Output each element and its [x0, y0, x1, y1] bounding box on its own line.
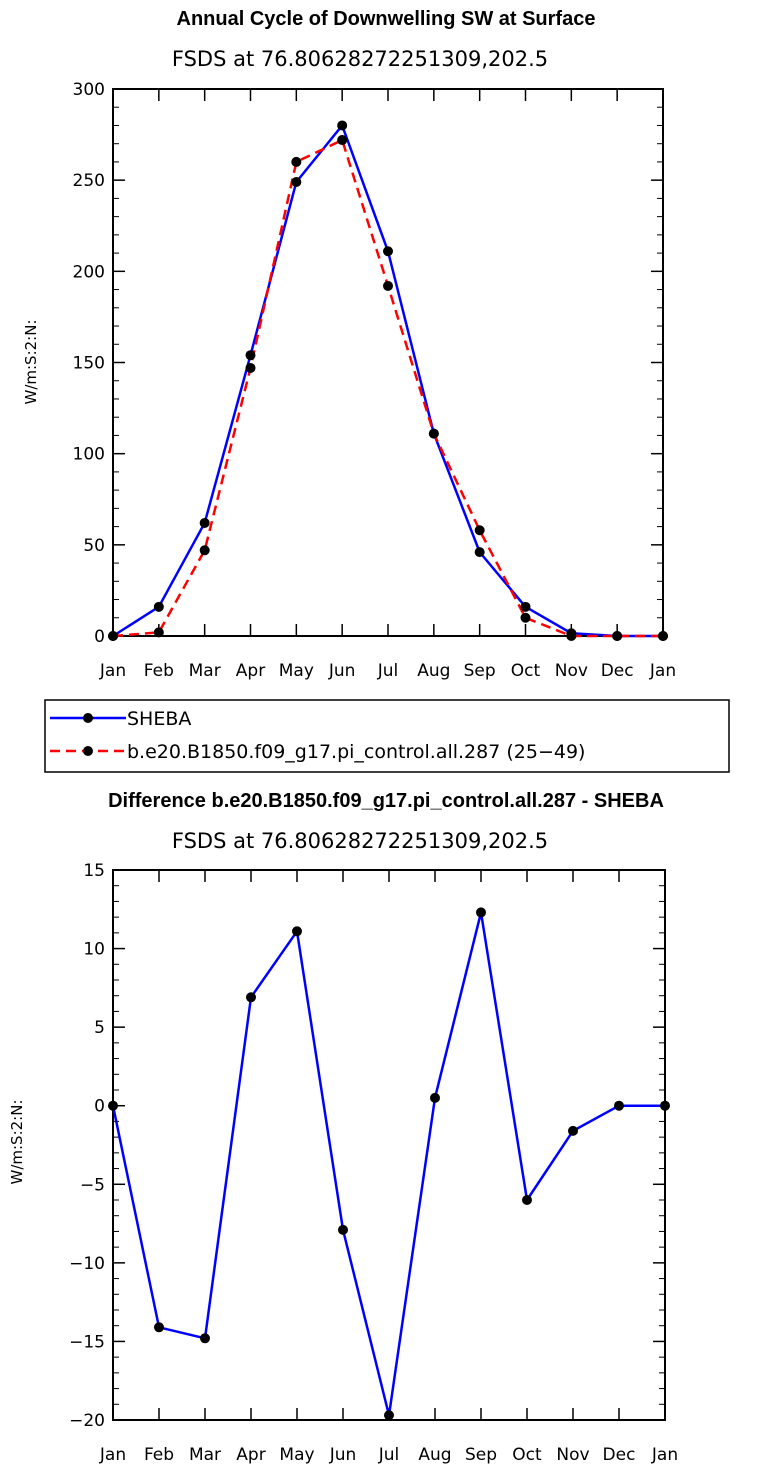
chart1-ytick-label: 150: [73, 354, 105, 374]
chart1-series-0-point: [337, 120, 348, 131]
chart2-series-0-point: [108, 1100, 118, 1111]
chart1-series-0-point: [153, 601, 164, 612]
chart2-xtick-label: Aug: [418, 1445, 451, 1465]
chart1-series-1-point: [612, 631, 623, 641]
chart2-ylabel: W/m:S:2:N:: [8, 1100, 26, 1185]
chart2-xtick-label: May: [279, 1445, 314, 1465]
chart2-series-0-point: [430, 1092, 440, 1103]
chart1-series-0-point: [520, 601, 531, 612]
chart1-series-0-line: [112, 124, 663, 638]
chart2-xtick-label: Sep: [465, 1445, 497, 1465]
chart1-ytick-label: 50: [83, 536, 105, 556]
chart1-series-1-point: [245, 362, 256, 373]
chart2-xtick-label: Apr: [236, 1445, 265, 1465]
legend: SHEBA b.e20.B1850.f09_g17.pi_control.all…: [44, 699, 730, 773]
chart1-xtick-label: Aug: [417, 661, 450, 681]
chart1-xtick-label: Jun: [328, 661, 356, 681]
chart2-xtick-label: Mar: [189, 1445, 221, 1465]
chart1-xtick-label: Feb: [144, 661, 174, 681]
chart2-series-0-point: [200, 1333, 210, 1344]
chart1-subtitle: FSDS at 76.80628272251309,202.5: [172, 47, 548, 71]
chart1-xtick-label: Dec: [601, 661, 634, 681]
chart1-series-1-point: [383, 280, 393, 291]
chart1-xtick-label: Jul: [377, 661, 399, 681]
chart1-ylabel: W/m:S:2:N:: [22, 320, 40, 405]
chart2-series-0-point: [476, 907, 486, 918]
chart1-series-1-point: [153, 627, 164, 638]
chart2-plot-area: −20 −15 −10 −5 0 5 10 15 Jan Feb Mar Apr May Jun Jul Au…: [69, 861, 678, 1465]
chart1-series-1-point: [474, 525, 485, 536]
chart2-series-0-point: [154, 1322, 164, 1333]
chart2-xtick-label: Dec: [603, 1445, 636, 1465]
chart1-series-0-point: [291, 176, 302, 187]
legend-label-model: b.e20.B1850.f09_g17.pi_control.all.287 (…: [127, 741, 585, 763]
chart2-ytick-label: 5: [94, 1018, 105, 1038]
chart1-ytick-label: 250: [73, 171, 105, 191]
chart2-xtick-label: Oct: [512, 1445, 542, 1465]
chart2-xtick-label: Nov: [556, 1445, 589, 1465]
chart1-plot-area: 0 50 100 150 200 250 300 Jan Feb Mar Apr May Jun Jul A…: [73, 80, 677, 681]
chart2-xtick-label: Jul: [378, 1445, 400, 1465]
chart1-ytick-label: 300: [73, 80, 105, 100]
chart2-xtick-label: Jan: [651, 1445, 678, 1465]
chart2-series-0-point: [384, 1410, 394, 1421]
chart2-series-0-line: [111, 911, 665, 1417]
chart1-series-1-point: [337, 135, 348, 146]
chart2-xtick-label: Jun: [329, 1445, 357, 1465]
chart1-series-1-line: [112, 138, 663, 638]
chart1-series-1-point: [428, 428, 439, 439]
chart1-xtick-label: Jan: [99, 661, 126, 681]
chart1-xtick-label: Sep: [464, 661, 496, 681]
chart1-xtick-label: Jan: [649, 661, 676, 681]
chart1-series-1-point: [520, 612, 531, 623]
chart2-ytick-label: −20: [69, 1411, 105, 1431]
chart2-series-0-point: [246, 992, 256, 1003]
chart1-series-0-point: [383, 246, 393, 257]
chart2-ytick-label: 0: [94, 1097, 105, 1117]
chart1-ytick-label: 0: [94, 627, 105, 647]
chart2-series-0-point: [568, 1125, 578, 1136]
chart2-series-0-point: [522, 1195, 532, 1205]
chart2-ytick-label: −10: [69, 1254, 105, 1274]
legend-label-sheba: SHEBA: [127, 708, 191, 730]
chart2-title: Difference b.e20.B1850.f09_g17.pi_contro…: [108, 790, 664, 812]
chart1-xtick-label: Nov: [555, 661, 588, 681]
chart2-series-0-point: [660, 1100, 670, 1111]
legend-marker-model: [83, 746, 93, 756]
legend-marker-sheba: [83, 713, 93, 723]
chart1-series-0-point: [245, 350, 256, 361]
chart1-xtick-label: Mar: [189, 661, 221, 681]
chart1-series-0-point: [474, 547, 485, 558]
chart1-ytick-label: 200: [73, 262, 105, 282]
chart2-subtitle: FSDS at 76.80628272251309,202.5: [172, 829, 548, 853]
chart1-series-1-point: [566, 631, 577, 641]
chart1-xtick-label: Apr: [236, 661, 265, 681]
chart1-series-1-point: [199, 545, 210, 556]
chart2-ytick-label: 10: [83, 940, 105, 960]
chart1-series-0-point: [199, 517, 210, 528]
chart1-xtick-label: May: [279, 661, 314, 681]
chart2-xtick-label: Feb: [144, 1445, 174, 1465]
chart2-frame: [112, 869, 666, 1421]
chart2-series-0-point: [614, 1100, 624, 1111]
chart1-title: Annual Cycle of Downwelling SW at Surfac…: [177, 8, 596, 30]
chart2-ytick-label: −15: [69, 1332, 105, 1352]
chart2-series-0-point: [338, 1224, 348, 1235]
chart1-ytick-label: 100: [73, 445, 105, 465]
chart1-frame: [112, 88, 664, 637]
chart2-ytick-label: 15: [83, 861, 105, 881]
chart2-ytick-label: −5: [80, 1175, 105, 1195]
chart1-series-1-point: [658, 631, 668, 641]
chart1-xtick-label: Oct: [511, 661, 541, 681]
chart1-series-1-point: [291, 156, 302, 167]
legend-box: [44, 699, 730, 773]
chart2-xtick-label: Jan: [99, 1445, 126, 1465]
chart1-series-1-point: [108, 631, 118, 641]
chart2-series-0-point: [292, 926, 302, 937]
